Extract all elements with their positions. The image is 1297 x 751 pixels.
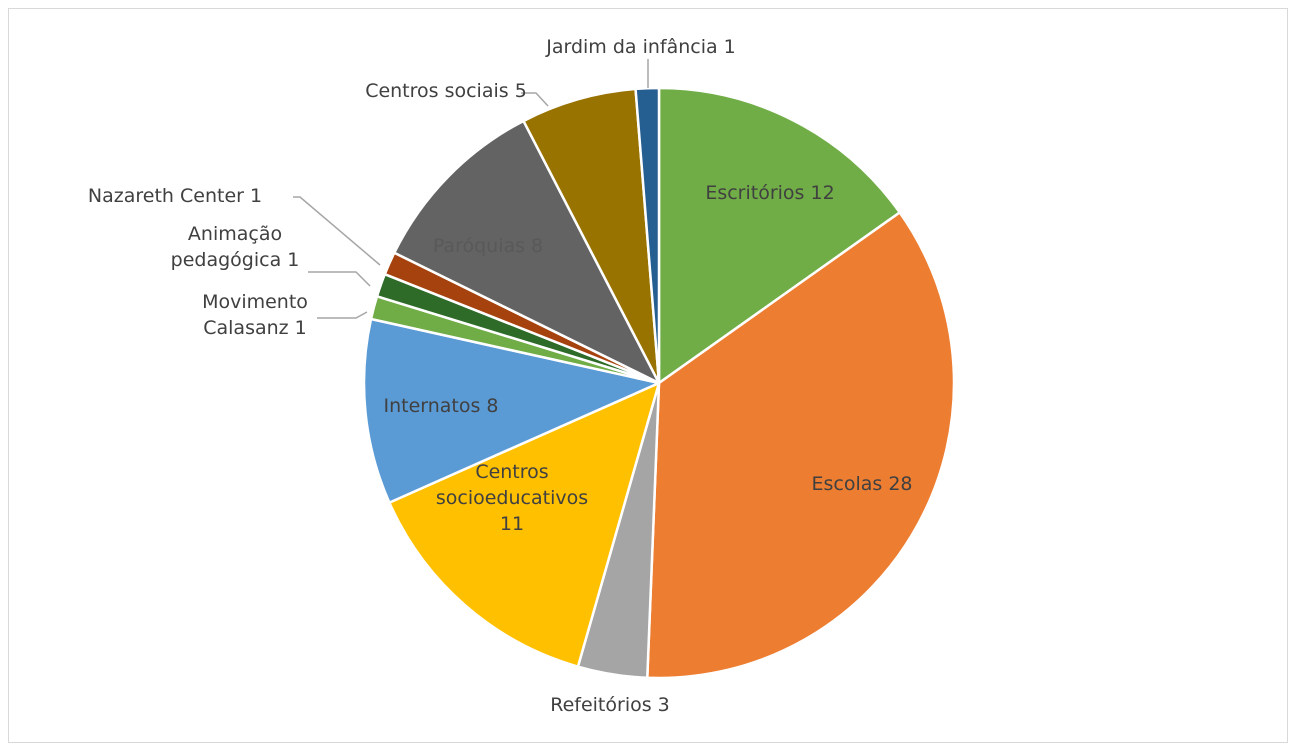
- data-label-line: Escolas 28: [811, 473, 912, 495]
- data-labels: Escritórios 12 Escolas 28 Refeitórios 3 Cen…: [88, 36, 913, 716]
- data-label-centros-sociais: Centros sociais 5: [365, 80, 527, 102]
- pie-slice-centros-sociais: [522, 87, 661, 385]
- data-label-refeitorios: Refeitórios 3: [550, 694, 670, 716]
- data-label-escritorios: Escritórios 12: [705, 182, 834, 204]
- data-label-paroquias: Paróquias 8: [433, 235, 543, 257]
- data-label-escolas: Escolas 28: [811, 473, 912, 495]
- data-label-line: Jardim da infância 1: [545, 36, 736, 58]
- data-label-line: Movimento: [202, 291, 308, 313]
- leader-line-animacao-pedagogica: [308, 271, 371, 287]
- data-label-movimento-calasanz: Movimento Calasanz 1: [202, 291, 308, 339]
- data-label-internatos: Internatos 8: [383, 395, 498, 417]
- pie-slice-jardim-da-infancia: [634, 86, 661, 385]
- data-label-line: Refeitórios 3: [550, 694, 670, 716]
- data-label-line: Nazareth Center 1: [88, 185, 262, 207]
- data-label-nazareth-center: Nazareth Center 1: [88, 185, 262, 207]
- pie-slice-escolas: [646, 211, 956, 680]
- data-label-centros-socioeducativos: Centros socioeducativos 11: [436, 461, 588, 535]
- leader-lines: [293, 59, 649, 319]
- data-label-line: Calasanz 1: [203, 317, 307, 339]
- leader-line-movimento-calasanz: [317, 311, 368, 319]
- data-label-line: Centros sociais 5: [365, 80, 527, 102]
- pie-slice-paroquias: [393, 119, 661, 385]
- leader-line-nazareth-center: [293, 196, 381, 266]
- leader-line-centros-sociais: [521, 92, 549, 107]
- data-label-line: pedagógica 1: [171, 249, 300, 271]
- data-label-line: socioeducativos: [436, 487, 588, 509]
- pie-slice-escritorios: [657, 86, 901, 385]
- data-label-line: Internatos 8: [383, 395, 498, 417]
- data-label-line: 11: [500, 513, 524, 535]
- data-label-line: Centros: [475, 461, 548, 483]
- pie-slice-internatos: [362, 317, 661, 504]
- data-label-line: Animação: [188, 223, 282, 245]
- data-label-animacao-pedagogica: Animação pedagógica 1: [171, 223, 300, 271]
- pie-slices: [362, 86, 956, 680]
- data-label-jardim-da-infancia: Jardim da infância 1: [545, 36, 736, 58]
- pie-slice-centros-socioeducativos: [388, 381, 661, 668]
- data-label-line: Escritórios 12: [705, 182, 834, 204]
- data-label-line: Paróquias 8: [433, 235, 543, 257]
